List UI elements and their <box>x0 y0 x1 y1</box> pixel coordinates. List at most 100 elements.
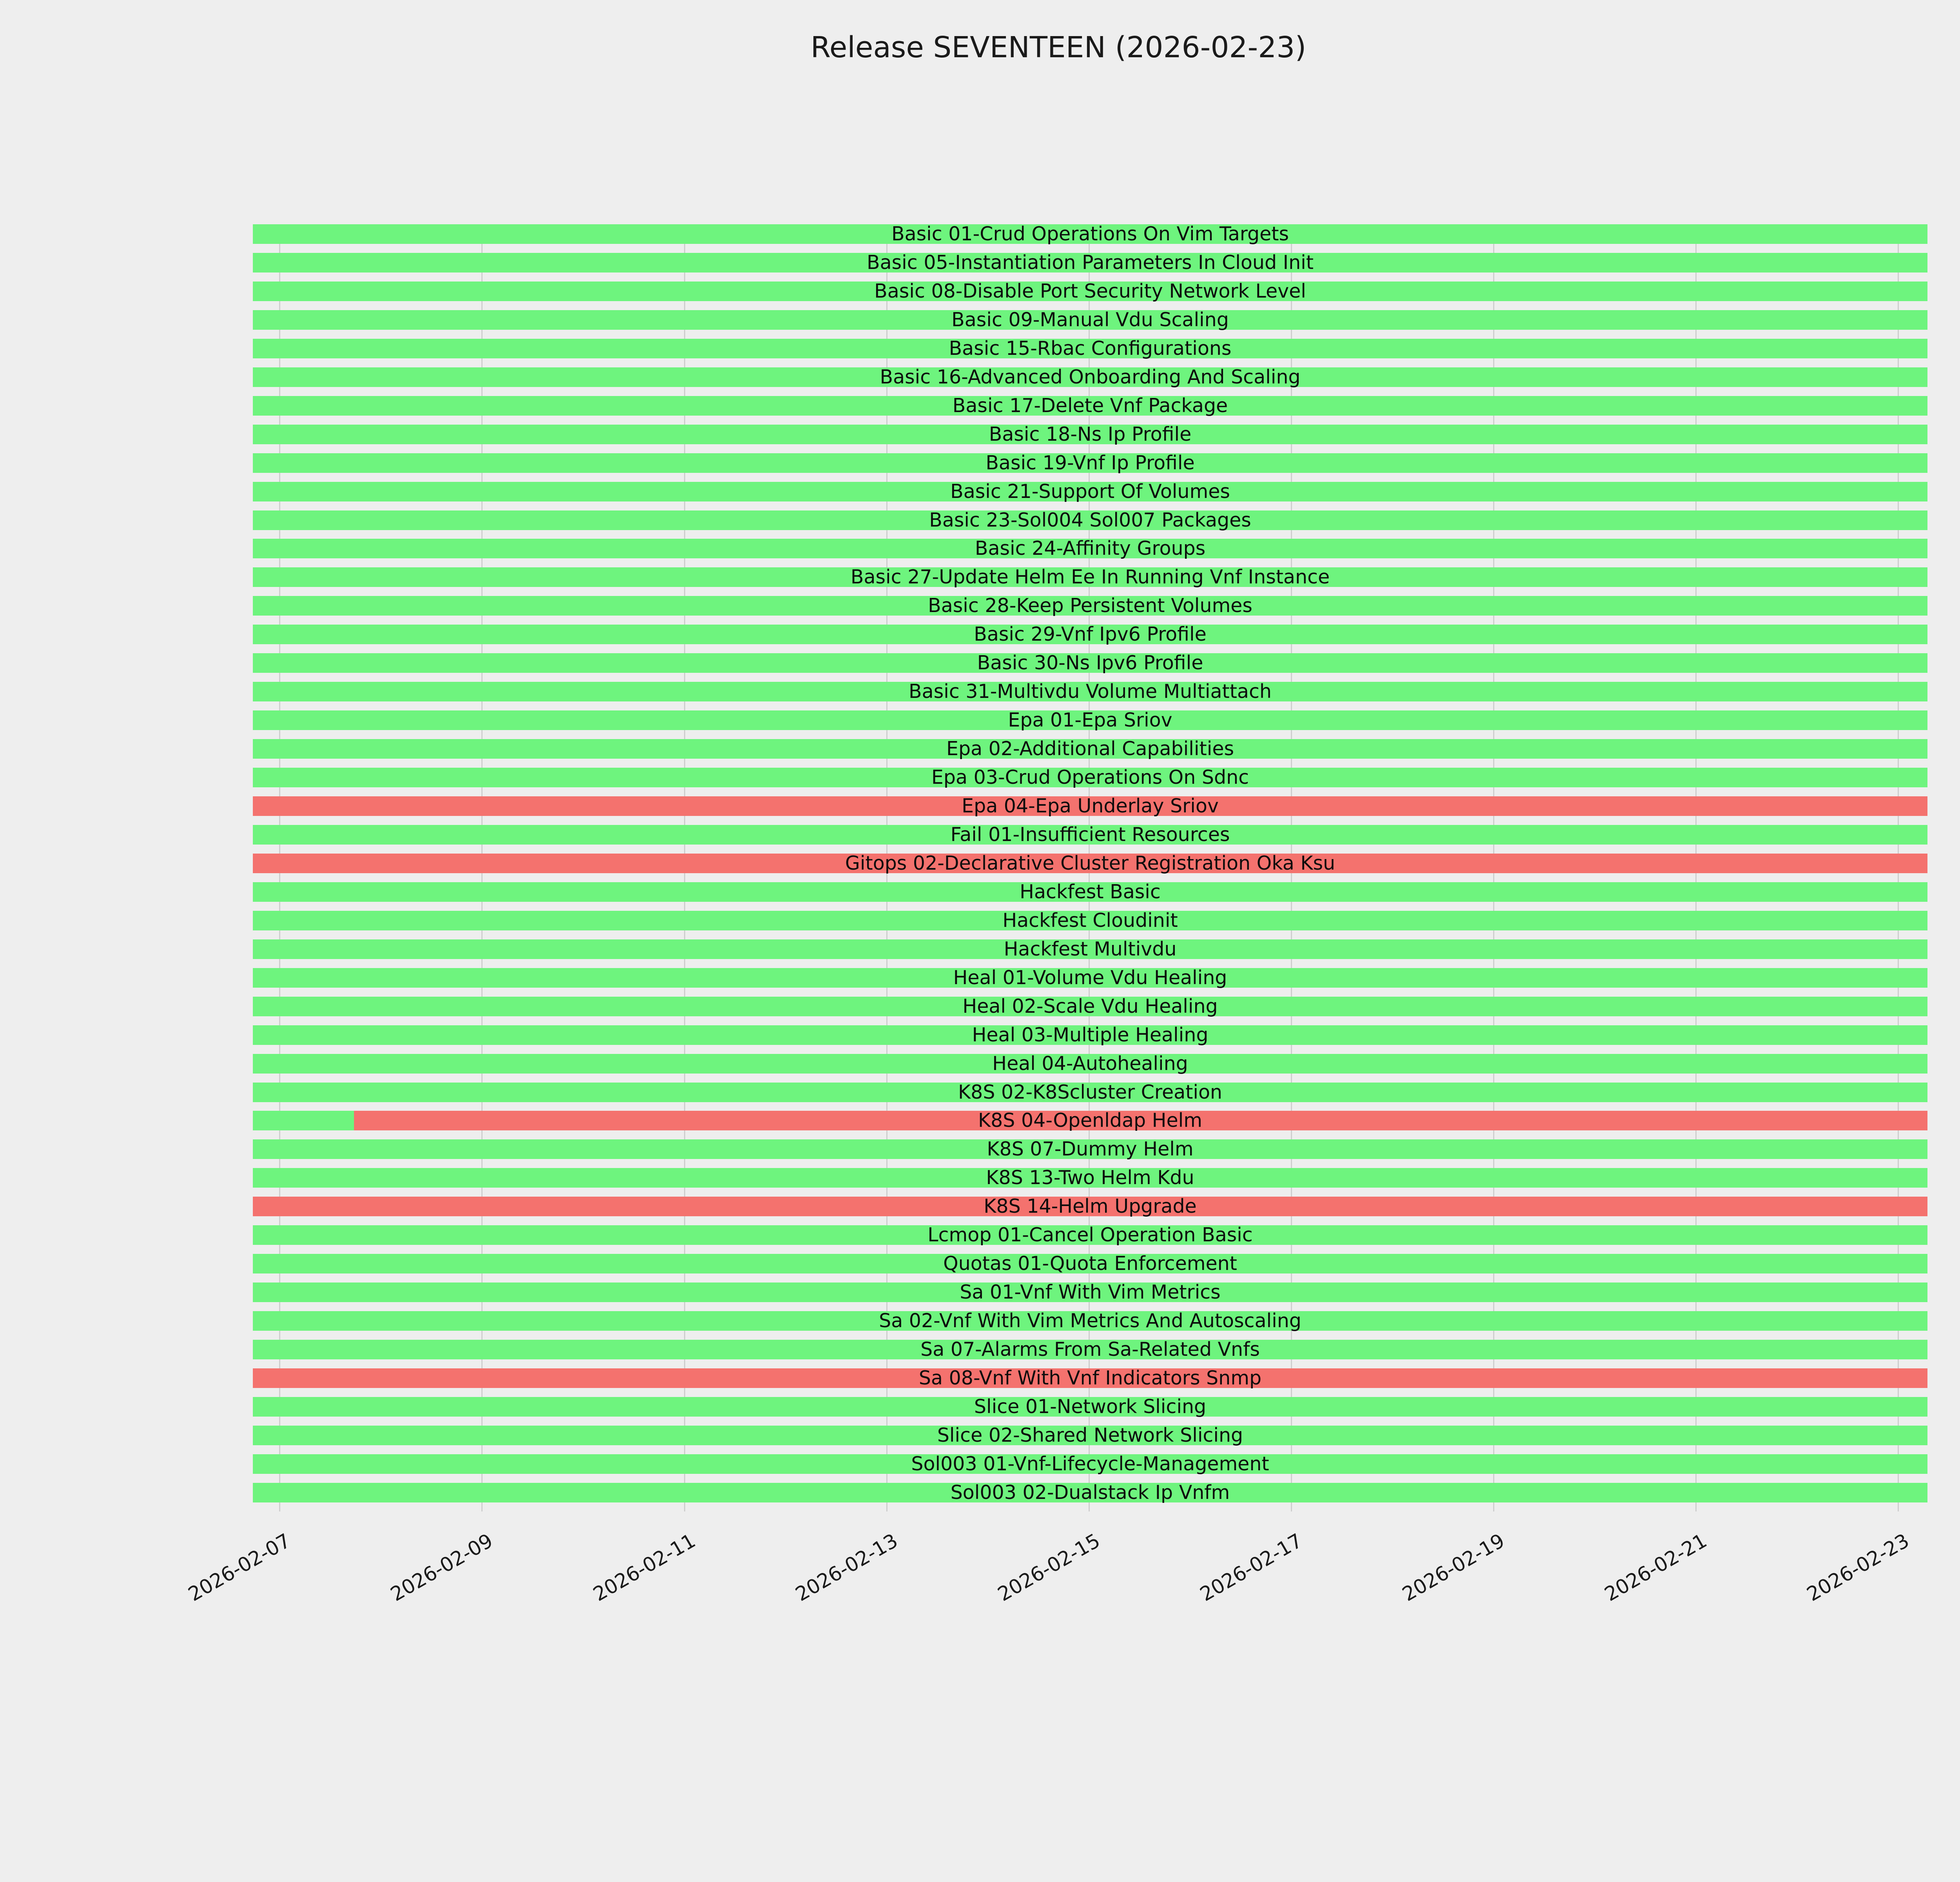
gantt-row[interactable]: Basic 17-Delete Vnf Package <box>253 396 1927 416</box>
gantt-row[interactable]: Epa 03-Crud Operations On Sdnc <box>253 768 1927 788</box>
gantt-bar-segment-pass[interactable] <box>253 1454 1927 1474</box>
gantt-row[interactable]: Basic 30-Ns Ipv6 Profile <box>253 653 1927 673</box>
gantt-bar-segment-pass[interactable] <box>253 1311 1927 1331</box>
gantt-row[interactable]: Basic 01-Crud Operations On Vim Targets <box>253 224 1927 244</box>
gantt-row[interactable]: Basic 16-Advanced Onboarding And Scaling <box>253 367 1927 387</box>
gantt-bar-segment-pass[interactable] <box>253 939 1927 959</box>
gantt-row[interactable]: Heal 02-Scale Vdu Healing <box>253 996 1927 1016</box>
gantt-bar-segment-pass[interactable] <box>253 825 1927 845</box>
gantt-bar-segment-fail[interactable] <box>354 1111 1927 1131</box>
gantt-bar-segment-pass[interactable] <box>253 1139 1927 1159</box>
gantt-row[interactable]: Gitops 02-Declarative Cluster Registrati… <box>253 853 1927 873</box>
gantt-bar-segment-pass[interactable] <box>253 281 1927 301</box>
gantt-row[interactable]: Basic 09-Manual Vdu Scaling <box>253 310 1927 330</box>
gantt-bar-segment-pass[interactable] <box>253 996 1927 1016</box>
gantt-bar-segment-pass[interactable] <box>253 739 1927 759</box>
gantt-bar-segment-pass[interactable] <box>253 1340 1927 1360</box>
gantt-row[interactable]: Basic 29-Vnf Ipv6 Profile <box>253 625 1927 645</box>
gantt-bar-segment-pass[interactable] <box>253 910 1927 930</box>
gantt-bar-segment-pass[interactable] <box>253 396 1927 416</box>
x-tick-label: 2026-02-21 <box>1601 1529 1711 1606</box>
gantt-row[interactable]: Basic 24-Affinity Groups <box>253 539 1927 559</box>
gantt-row[interactable]: Basic 05-Instantiation Parameters In Clo… <box>253 253 1927 272</box>
gantt-bar-segment-pass[interactable] <box>253 224 1927 244</box>
gantt-bar-segment-pass[interactable] <box>253 253 1927 272</box>
gantt-row[interactable]: Sol003 02-Dualstack Ip Vnfm <box>253 1482 1927 1502</box>
gantt-row[interactable]: Basic 27-Update Helm Ee In Running Vnf I… <box>253 567 1927 587</box>
gantt-bar-segment-pass[interactable] <box>253 1111 354 1131</box>
gantt-bar-segment-pass[interactable] <box>253 768 1927 788</box>
gantt-bar-segment-pass[interactable] <box>253 510 1927 530</box>
gantt-bar-segment-fail[interactable] <box>253 796 1927 816</box>
gantt-row[interactable]: K8S 04-Openldap Helm <box>253 1111 1927 1131</box>
gantt-row[interactable]: Epa 02-Additional Capabilities <box>253 739 1927 759</box>
gantt-bar-segment-pass[interactable] <box>253 1025 1927 1045</box>
gantt-bar-segment-pass[interactable] <box>253 1254 1927 1274</box>
x-tick-label: 2026-02-13 <box>791 1529 902 1606</box>
gantt-bar-segment-pass[interactable] <box>253 1425 1927 1445</box>
gantt-bar-segment-pass[interactable] <box>253 1283 1927 1303</box>
gantt-row[interactable]: Sol003 01-Vnf-Lifecycle-Management <box>253 1454 1927 1474</box>
gantt-row[interactable]: Hackfest Multivdu <box>253 939 1927 959</box>
gantt-bar-segment-fail[interactable] <box>253 853 1927 873</box>
gantt-row[interactable]: Basic 31-Multivdu Volume Multiattach <box>253 682 1927 702</box>
gantt-row[interactable]: Epa 01-Epa Sriov <box>253 710 1927 730</box>
gantt-bar-segment-pass[interactable] <box>253 596 1927 616</box>
gantt-row[interactable]: Heal 04-Autohealing <box>253 1054 1927 1074</box>
gantt-bar-segment-pass[interactable] <box>253 539 1927 559</box>
x-tick-label: 2026-02-11 <box>589 1529 699 1606</box>
gantt-row[interactable]: Basic 21-Support Of Volumes <box>253 481 1927 501</box>
gantt-bar-segment-pass[interactable] <box>253 653 1927 673</box>
x-tick-label: 2026-02-23 <box>1803 1529 1913 1606</box>
gantt-bar-segment-pass[interactable] <box>253 710 1927 730</box>
gantt-row[interactable]: Basic 23-Sol004 Sol007 Packages <box>253 510 1927 530</box>
gantt-row[interactable]: Lcmop 01-Cancel Operation Basic <box>253 1225 1927 1245</box>
gantt-row[interactable]: Sa 08-Vnf With Vnf Indicators Snmp <box>253 1368 1927 1388</box>
gantt-row[interactable]: Basic 15-Rbac Configurations <box>253 338 1927 358</box>
gantt-bar-segment-pass[interactable] <box>253 567 1927 587</box>
gantt-bar-segment-fail[interactable] <box>253 1368 1927 1388</box>
gantt-row[interactable]: Sa 01-Vnf With Vim Metrics <box>253 1283 1927 1303</box>
gantt-bar-segment-pass[interactable] <box>253 882 1927 902</box>
gantt-bar-segment-pass[interactable] <box>253 1482 1927 1502</box>
gantt-row[interactable]: K8S 02-K8Scluster Creation <box>253 1082 1927 1102</box>
gantt-row[interactable]: Basic 18-Ns Ip Profile <box>253 424 1927 444</box>
gantt-bar-segment-pass[interactable] <box>253 1168 1927 1188</box>
gantt-bar-segment-pass[interactable] <box>253 367 1927 387</box>
gantt-bar-segment-pass[interactable] <box>253 338 1927 358</box>
gantt-bar-segment-pass[interactable] <box>253 424 1927 444</box>
gantt-row[interactable]: Epa 04-Epa Underlay Sriov <box>253 796 1927 816</box>
gantt-plot-area: Basic 01-Crud Operations On Vim Targets B… <box>253 224 1927 1511</box>
gantt-row[interactable]: K8S 13-Two Helm Kdu <box>253 1168 1927 1188</box>
gantt-row[interactable]: Slice 01-Network Slicing <box>253 1397 1927 1417</box>
gantt-bar-segment-fail[interactable] <box>253 1197 1927 1217</box>
gantt-row[interactable]: Sa 02-Vnf With Vim Metrics And Autoscali… <box>253 1311 1927 1331</box>
x-tick-label: 2026-02-09 <box>387 1529 497 1606</box>
x-tick-label: 2026-02-07 <box>184 1529 294 1606</box>
gantt-row[interactable]: Slice 02-Shared Network Slicing <box>253 1425 1927 1445</box>
gantt-row[interactable]: Quotas 01-Quota Enforcement <box>253 1254 1927 1274</box>
gantt-row[interactable]: Basic 08-Disable Port Security Network L… <box>253 281 1927 301</box>
gantt-bar-segment-pass[interactable] <box>253 968 1927 988</box>
gantt-bar-segment-pass[interactable] <box>253 1397 1927 1417</box>
gantt-bar-segment-pass[interactable] <box>253 625 1927 645</box>
gantt-row[interactable]: Heal 01-Volume Vdu Healing <box>253 968 1927 988</box>
gantt-row[interactable]: Heal 03-Multiple Healing <box>253 1025 1927 1045</box>
gantt-row[interactable]: Fail 01-Insufficient Resources <box>253 825 1927 845</box>
gantt-row[interactable]: K8S 14-Helm Upgrade <box>253 1197 1927 1217</box>
page-title: Release SEVENTEEN (2026-02-23) <box>810 31 1307 64</box>
gantt-row[interactable]: Sa 07-Alarms From Sa-Related Vnfs <box>253 1340 1927 1360</box>
gantt-row[interactable]: K8S 07-Dummy Helm <box>253 1139 1927 1159</box>
gantt-bar-segment-pass[interactable] <box>253 1082 1927 1102</box>
gantt-bar-segment-pass[interactable] <box>253 1054 1927 1074</box>
gantt-bar-segment-pass[interactable] <box>253 1225 1927 1245</box>
gantt-bar-segment-pass[interactable] <box>253 682 1927 702</box>
gantt-row[interactable]: Basic 28-Keep Persistent Volumes <box>253 596 1927 616</box>
gantt-bar-segment-pass[interactable] <box>253 481 1927 501</box>
x-tick-label: 2026-02-15 <box>994 1529 1104 1606</box>
gantt-row[interactable]: Hackfest Cloudinit <box>253 910 1927 930</box>
gantt-bar-segment-pass[interactable] <box>253 310 1927 330</box>
gantt-bar-segment-pass[interactable] <box>253 453 1927 473</box>
gantt-row[interactable]: Basic 19-Vnf Ip Profile <box>253 453 1927 473</box>
gantt-row[interactable]: Hackfest Basic <box>253 882 1927 902</box>
